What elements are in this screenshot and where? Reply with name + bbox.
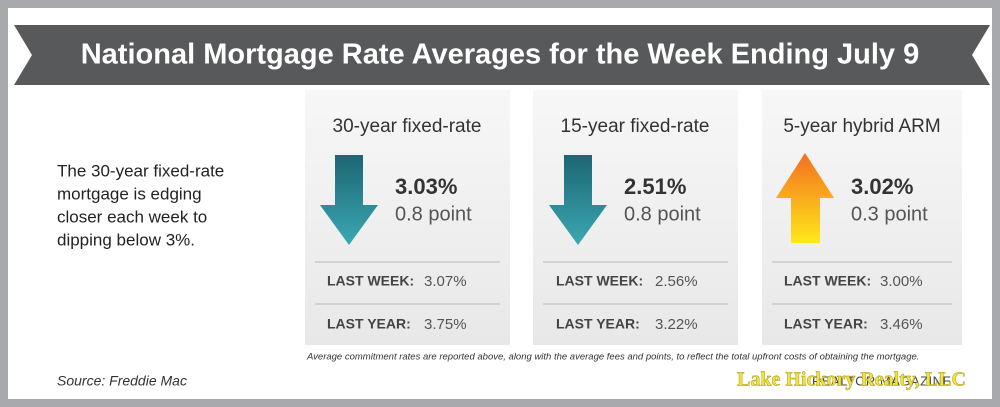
title: National Mortgage Rate Averages for the … (81, 39, 920, 71)
last-year: 3.22% (655, 316, 698, 333)
down-arrow (549, 155, 607, 245)
change: 0.3 point (851, 203, 928, 225)
description-line: mortgage is edging (57, 184, 202, 203)
description-line: closer each week to (57, 207, 207, 226)
footnote: Average commitment rates are reported ab… (306, 352, 919, 363)
card-heading: 30-year fixed-rate (333, 116, 482, 137)
description: The 30-year fixed-rate mortgage is edgin… (57, 161, 224, 249)
last-week-label: LAST WEEK: (327, 273, 414, 289)
source: Source: Freddie Mac (57, 373, 187, 389)
rate: 3.02% (851, 174, 913, 199)
change: 0.8 point (395, 203, 472, 225)
down-arrow (320, 155, 378, 245)
card-heading: 15-year fixed-rate (561, 116, 710, 137)
last-week: 3.07% (424, 273, 467, 290)
rate: 2.51% (624, 174, 686, 199)
card-heading: 5-year hybrid ARM (783, 116, 940, 137)
last-year-label: LAST YEAR: (556, 316, 640, 332)
up-arrow (776, 153, 834, 243)
title-banner (14, 25, 990, 85)
last-year-label: LAST YEAR: (327, 316, 411, 332)
brand: REALTOR MAGAZINE (812, 373, 952, 388)
rate: 3.03% (395, 174, 457, 199)
watermark: Lake Hickory Realty, LLC (737, 369, 966, 391)
last-week: 3.00% (880, 273, 923, 290)
last-year-label: LAST YEAR: (784, 316, 868, 332)
last-year: 3.75% (424, 316, 467, 333)
description-line: The 30-year fixed-rate (57, 161, 224, 180)
last-week: 2.56% (655, 273, 698, 290)
last-year: 3.46% (880, 316, 923, 333)
change: 0.8 point (624, 203, 701, 225)
last-week-label: LAST WEEK: (784, 273, 871, 289)
last-week-label: LAST WEEK: (556, 273, 643, 289)
description-line: dipping below 3%. (57, 230, 195, 249)
